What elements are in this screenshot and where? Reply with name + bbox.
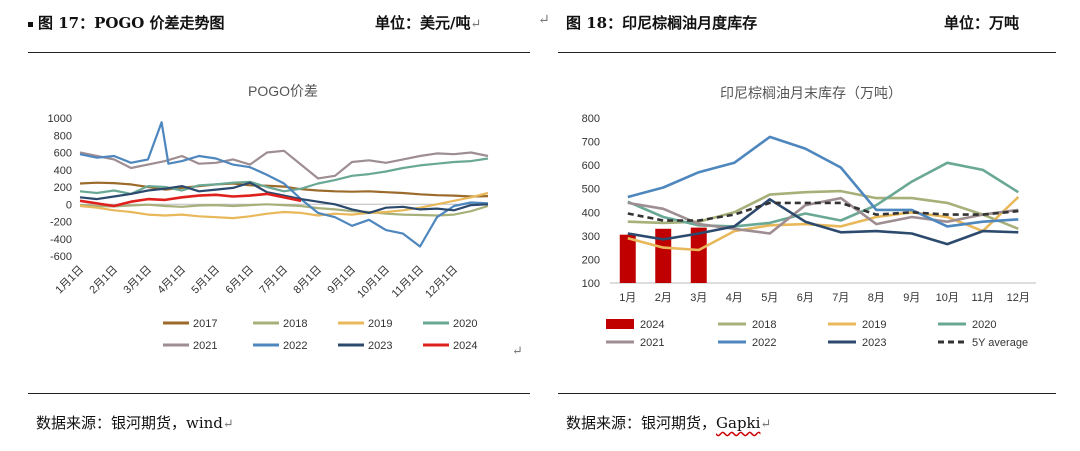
legend-swatch-2024	[606, 319, 634, 329]
x-tick-label: 3月1日	[121, 264, 154, 297]
left-source-text: 数据来源：银河期货，wind	[36, 414, 223, 432]
legend-label-2021: 2021	[640, 337, 664, 349]
return-mark-icon: ↵	[470, 17, 482, 32]
legend-label-2023: 2023	[368, 340, 392, 352]
x-tick-label: 12月	[1007, 292, 1030, 304]
y-tick-label: 400	[582, 207, 600, 219]
series-line-2023	[627, 198, 1019, 246]
legend-label-2018: 2018	[752, 319, 776, 331]
right-unit: 单位：万吨	[944, 12, 1019, 33]
series-line-2021	[79, 149, 489, 180]
right-top-rule	[558, 52, 1056, 53]
panel-return-mark-icon: ↵	[538, 12, 550, 28]
y-tick-label: 200	[54, 182, 72, 194]
x-tick-label: 5月	[761, 292, 778, 304]
x-tick-label: 2月	[655, 292, 672, 304]
x-tick-label: 4月	[726, 292, 743, 304]
legend-label-2018: 2018	[283, 318, 307, 330]
x-tick-label: 1月	[619, 292, 636, 304]
x-tick-label: 7月1日	[257, 264, 290, 297]
left-figure-caption: 图 17：POGO 价差走势图	[28, 12, 225, 33]
y-tick-label: 1000	[48, 113, 72, 125]
series-line-2020	[627, 161, 1019, 228]
chart-title: 印尼棕榈油月末库存（万吨）	[720, 85, 902, 101]
x-tick-label: 1月1日	[53, 264, 86, 297]
bar-2024-3月	[690, 227, 707, 283]
x-tick-label: 8月	[868, 292, 885, 304]
left-source: 数据来源：银河期货，wind↵	[36, 412, 234, 433]
y-tick-label: 100	[582, 278, 600, 290]
legend-label-2017: 2017	[193, 318, 217, 330]
y-tick-label: 200	[582, 254, 600, 266]
right-source-text: 数据来源：银河期货，	[566, 414, 717, 432]
left-unit: 单位：美元/吨↵	[375, 12, 481, 33]
x-tick-label: 5月1日	[189, 264, 222, 297]
y-tick-label: 400	[54, 165, 72, 177]
legend-label-5Y-average: 5Y average	[972, 337, 1028, 349]
x-tick-label: 3月	[690, 292, 707, 304]
bar-2024-1月	[619, 234, 636, 283]
x-tick-label: 8月1日	[291, 264, 324, 297]
series-line-5Y-average	[627, 201, 1019, 222]
x-tick-label: 4月1日	[155, 264, 188, 297]
legend-label-2021: 2021	[193, 340, 217, 352]
x-tick-label: 10月1日	[355, 264, 392, 301]
left-bottom-rule	[28, 393, 530, 394]
y-tick-label: 500	[582, 184, 600, 196]
legend-label-2024: 2024	[640, 319, 664, 331]
y-tick-label: -200	[50, 217, 72, 229]
legend-label-2024: 2024	[453, 340, 477, 352]
x-tick-label: 7月	[832, 292, 849, 304]
x-tick-label: 11月	[972, 292, 994, 304]
right-source-gapki: Gapki	[716, 414, 761, 432]
y-tick-label: 0	[66, 199, 72, 211]
x-tick-label: 6月1日	[223, 264, 256, 297]
legend-label-2020: 2020	[453, 318, 477, 330]
x-tick-label: 6月	[797, 292, 814, 304]
right-figure-caption: 图 18：印尼棕榈油月度库存	[566, 12, 757, 33]
return-mark-icon: ↵	[222, 417, 234, 432]
x-tick-label: 2月1日	[87, 264, 120, 297]
y-tick-label: 600	[54, 148, 72, 160]
bar-2024-2月	[655, 228, 672, 283]
series-line-2020	[79, 157, 489, 196]
series-line-2023	[79, 181, 489, 214]
chart-title: POGO价差	[248, 83, 318, 99]
right-bottom-rule	[558, 393, 1056, 394]
series-line-2019	[79, 191, 489, 220]
legend-label-2020: 2020	[972, 319, 996, 331]
caption-bullet-icon	[28, 21, 33, 27]
legend-label-2019: 2019	[368, 318, 392, 330]
x-tick-label: 12月1日	[423, 264, 460, 301]
y-tick-label: 800	[54, 130, 72, 142]
y-tick-label: 600	[582, 160, 600, 172]
y-tick-label: -400	[50, 234, 72, 246]
y-tick-label: 300	[582, 231, 600, 243]
right-caption-text: 图 18：印尼棕榈油月度库存	[566, 14, 758, 32]
x-tick-label: 9月	[903, 292, 920, 304]
legend-label-2022: 2022	[283, 340, 307, 352]
x-tick-label: 11月1日	[390, 264, 426, 300]
left-caption-text: 图 17：POGO 价差走势图	[38, 14, 225, 32]
series-line-2018	[79, 203, 489, 217]
legend-label-2022: 2022	[752, 337, 776, 349]
return-mark-icon: ↵	[760, 417, 772, 432]
left-return-mark-icon: ↵	[512, 344, 523, 359]
series-line-2022	[79, 121, 489, 248]
legend-label-2023: 2023	[862, 337, 886, 349]
y-tick-label: 700	[582, 137, 600, 149]
left-unit-text: 单位：美元/吨	[375, 14, 471, 32]
x-tick-label: 10月	[936, 292, 959, 304]
right-source: 数据来源：银河期货，Gapki↵	[566, 412, 771, 433]
right-unit-text: 单位：万吨	[944, 14, 1020, 32]
series-line-2022	[627, 135, 1019, 228]
y-tick-label: 800	[582, 113, 600, 125]
y-tick-label: -600	[50, 251, 72, 263]
left-top-rule	[28, 52, 530, 53]
series-line-2024	[79, 192, 302, 208]
x-tick-label: 9月1日	[325, 264, 358, 297]
legend-label-2019: 2019	[862, 319, 886, 331]
indonesia-palm-oil-stock-chart: 印尼棕榈油月末库存（万吨） 800 700 600 500 400 300 200 100 1月 2…	[582, 85, 1036, 349]
